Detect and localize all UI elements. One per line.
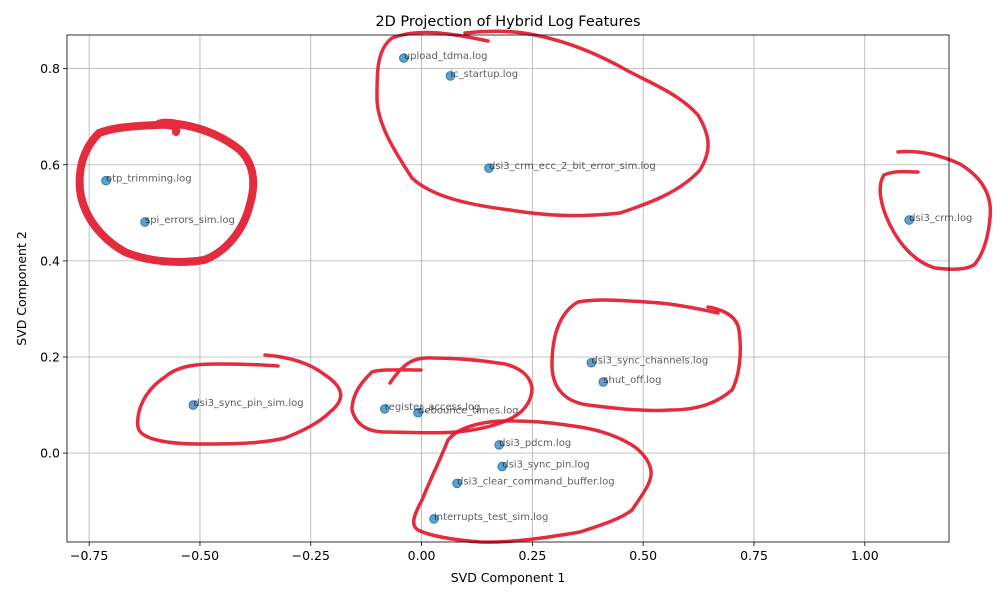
point-label: spi_errors_sim.log bbox=[145, 215, 235, 226]
annotation-circle-center bbox=[350, 356, 534, 435]
point-label: interrupts_test_sim.log bbox=[434, 512, 548, 523]
x-axis-label: SVD Component 1 bbox=[451, 570, 566, 585]
data-points bbox=[101, 53, 914, 524]
red-annotations bbox=[75, 29, 993, 544]
x-tick-label: −0.75 bbox=[70, 548, 108, 563]
x-tick-label: 0.25 bbox=[518, 548, 546, 563]
data-point bbox=[904, 215, 914, 225]
annotation-circle-mid-right bbox=[550, 298, 743, 413]
y-axis-label: SVD Component 2 bbox=[14, 231, 29, 346]
data-point bbox=[497, 461, 507, 472]
point-labels: upload_tdma.log ic_startup.log dsi3_crm_ec… bbox=[106, 51, 972, 523]
point-label: dsi3_sync_pin.log bbox=[502, 460, 590, 471]
data-point bbox=[586, 357, 597, 368]
data-point bbox=[484, 163, 494, 173]
y-tick-label: 0.8 bbox=[40, 61, 60, 76]
point-label: dsi3_crm.log bbox=[909, 213, 972, 224]
y-tick-label: 0.4 bbox=[40, 253, 60, 268]
data-point bbox=[188, 400, 199, 410]
point-label: register_access.log bbox=[385, 402, 481, 413]
annotation-circle-bottom-center bbox=[411, 419, 653, 544]
data-point bbox=[445, 71, 456, 81]
point-label: otp_trimming.log bbox=[106, 174, 192, 185]
axis-ticks: −0.75 −0.50 −0.25 0.00 0.25 0.50 0.75 1.00 0.0 0.… bbox=[40, 61, 879, 563]
data-point bbox=[101, 175, 111, 186]
annotation-circle-left bbox=[75, 118, 258, 266]
point-label: dsi3_pdcm.log bbox=[499, 438, 571, 449]
annotation-circle-top-center bbox=[375, 29, 710, 218]
data-point bbox=[380, 404, 390, 414]
point-label: dsi3_clear_command_buffer.log bbox=[457, 476, 615, 487]
point-label: dsi3_sync_pin_sim.log bbox=[193, 398, 303, 409]
point-label: dsi3_crm_ecc_2_bit_error_sim.log bbox=[489, 161, 656, 172]
grid-lines bbox=[67, 35, 949, 542]
x-tick-label: −0.50 bbox=[181, 548, 219, 563]
data-point bbox=[429, 514, 439, 524]
data-point bbox=[399, 53, 409, 63]
y-tick-label: 0.0 bbox=[40, 446, 60, 461]
x-tick-label: 0.00 bbox=[408, 548, 436, 563]
point-label: upload_tdma.log bbox=[404, 51, 488, 62]
data-point bbox=[140, 217, 150, 227]
x-tick-label: 1.00 bbox=[851, 548, 879, 563]
point-label: debounce_times.log bbox=[418, 406, 519, 417]
annotation-circle-right bbox=[878, 149, 993, 271]
data-point bbox=[452, 478, 462, 489]
y-tick-label: 0.2 bbox=[40, 349, 60, 364]
x-tick-label: −0.25 bbox=[292, 548, 330, 563]
x-tick-label: 0.50 bbox=[629, 548, 657, 563]
chart-title: 2D Projection of Hybrid Log Features bbox=[375, 14, 640, 30]
point-label: ic_startup.log bbox=[450, 69, 518, 80]
y-tick-label: 0.6 bbox=[40, 157, 60, 172]
data-point bbox=[494, 440, 504, 450]
data-point bbox=[598, 377, 609, 387]
point-label: dsi3_sync_channels.log bbox=[591, 356, 708, 367]
annotation-circle-bottom-left bbox=[136, 353, 343, 446]
point-label: shut_off.log bbox=[603, 375, 661, 386]
data-point bbox=[413, 407, 423, 418]
plot-frame bbox=[66, 34, 950, 543]
x-tick-label: 0.75 bbox=[740, 548, 768, 563]
